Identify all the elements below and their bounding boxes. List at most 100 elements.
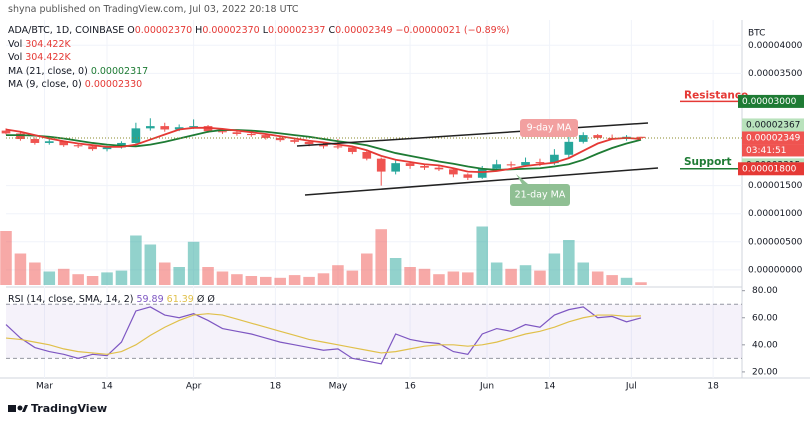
ma9-note: 9-day MA xyxy=(527,123,572,134)
series-line xyxy=(5,313,642,355)
candle-body xyxy=(88,146,97,150)
price-label-box xyxy=(742,118,804,132)
ohlc-row: ADA/BTC, 1D, COINBASE O0.00002370 H0.00002… xyxy=(8,25,512,36)
rsi-legend-extra: Ø xyxy=(207,294,215,305)
x-tick-label: Mar xyxy=(36,382,53,392)
volume-bar xyxy=(534,270,546,285)
volume-bar xyxy=(332,265,344,285)
rsi-row: RSI (14, close, SMA, 14, 2) 59.89 61.39 Ø Ø xyxy=(8,294,218,305)
ohlc-value: 0.00002370 xyxy=(202,25,260,36)
volume-bar xyxy=(288,275,301,285)
volume-bar xyxy=(346,270,359,285)
series-line xyxy=(5,306,642,365)
x-tick-label: 16 xyxy=(404,382,416,392)
volume-bar xyxy=(462,272,474,285)
volume-bar xyxy=(274,277,286,285)
x-tick-label: May xyxy=(329,382,348,392)
candle-body xyxy=(1,130,11,134)
y-tick-label: 0.00001000 xyxy=(748,209,803,219)
candle-body xyxy=(420,165,429,168)
volume-bar xyxy=(548,253,561,285)
volume-bar xyxy=(505,268,517,285)
candle-body xyxy=(319,144,328,147)
support-text: Support xyxy=(684,156,731,168)
volume-bar xyxy=(563,240,575,285)
byline: shyna published on TradingView.com, Jul … xyxy=(8,4,299,15)
volume-bar xyxy=(216,271,229,285)
y-tick-label: 0.00001500 xyxy=(748,181,803,191)
volume-bar xyxy=(361,253,373,285)
vol-name: Vol xyxy=(8,39,23,50)
candle-body xyxy=(463,174,473,178)
candle-body xyxy=(247,133,256,136)
candle-body xyxy=(535,162,545,164)
candle-body xyxy=(636,136,646,138)
candle-body xyxy=(275,137,285,141)
candle-body xyxy=(102,147,112,150)
lower-trendline xyxy=(304,167,659,196)
vol-value: 304.422K xyxy=(25,39,71,50)
volume-bar xyxy=(259,276,272,285)
ohlc-key: L xyxy=(262,25,269,36)
candle-body xyxy=(492,164,501,169)
volume-bar xyxy=(14,253,27,285)
candle-body xyxy=(564,141,574,155)
ma21-note: 21-day MA xyxy=(515,190,566,201)
symbol: ADA/BTC, 1D, COINBASE xyxy=(8,25,125,36)
candle-body xyxy=(376,158,386,172)
candle-body xyxy=(131,128,141,143)
rsi-legend-value: 61.39 xyxy=(166,294,194,305)
candle-body xyxy=(218,131,227,133)
candle-body xyxy=(521,162,530,166)
candle-body xyxy=(44,141,54,143)
x-tick-label: Jul xyxy=(625,382,637,392)
ohlc-key: O xyxy=(127,25,135,36)
support-box xyxy=(738,162,804,176)
candle-body xyxy=(550,154,559,164)
candle-body xyxy=(174,127,184,130)
volume-bar xyxy=(43,271,56,285)
candle-body xyxy=(593,135,603,138)
volume-bar xyxy=(303,276,315,285)
volume-bar xyxy=(245,276,258,285)
y-tick-label: 60.00 xyxy=(752,313,778,323)
volume-bar xyxy=(433,274,445,285)
x-tick-label: 18 xyxy=(707,382,719,392)
volume-bar xyxy=(202,267,214,285)
series-line xyxy=(6,129,642,171)
volume-bar xyxy=(101,272,113,285)
candle-body xyxy=(449,169,458,175)
y-tick-label: 0.00000500 xyxy=(748,237,803,247)
x-tick-label: 18 xyxy=(270,382,282,392)
support-label: 0.00001800 xyxy=(742,164,797,174)
candle-body xyxy=(506,164,516,166)
volume-bar xyxy=(115,270,128,285)
ma-name: MA (9, close, 0) xyxy=(8,79,82,90)
rsi-title: RSI (14, close, SMA, 14, 2) xyxy=(8,294,134,305)
volume-bar xyxy=(72,274,84,285)
volume-bar xyxy=(404,267,416,285)
volume-bar xyxy=(490,262,503,285)
volume-bar xyxy=(635,282,647,285)
candle-body xyxy=(16,133,25,140)
volume-bar xyxy=(86,276,99,285)
volume-bar xyxy=(231,274,243,285)
rsi-band xyxy=(6,304,742,359)
volume-bar xyxy=(144,244,157,285)
y-tick-label: 40.00 xyxy=(752,340,778,350)
y-tick-label: 0.00000000 xyxy=(748,265,803,275)
ma-value: 0.00002330 xyxy=(84,79,143,90)
ma21-note-pointer xyxy=(516,174,528,184)
volume-bar xyxy=(577,262,590,285)
vol-value: 304.422K xyxy=(25,52,71,63)
volume-bar xyxy=(173,267,185,285)
ma21-note-box xyxy=(510,184,570,206)
ma-row: MA (21, close, 0) 0.00002317 xyxy=(8,66,151,77)
candle-body xyxy=(261,135,271,138)
ma9-note-box xyxy=(520,119,578,137)
ohlc-value: 0.00002370 xyxy=(134,25,193,36)
candle-body xyxy=(333,146,343,148)
volume-bar xyxy=(57,268,70,285)
